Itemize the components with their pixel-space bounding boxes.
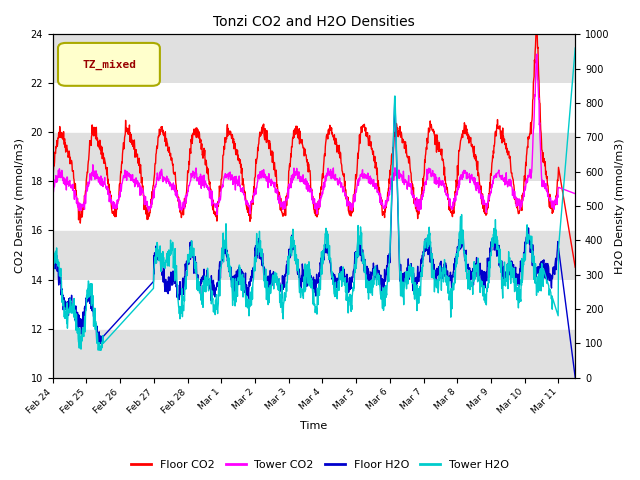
Bar (52, 132, 575, 181)
Legend: Floor CO2, Tower CO2, Floor H2O, Tower H2O: Floor CO2, Tower CO2, Floor H2O, Tower H… (126, 456, 514, 474)
Text: TZ_mixed: TZ_mixed (82, 60, 136, 70)
Bar (52, 35, 575, 84)
FancyBboxPatch shape (58, 43, 160, 86)
Y-axis label: H2O Density (mmol/m3): H2O Density (mmol/m3) (615, 138, 625, 274)
Y-axis label: CO2 Density (mmol/m3): CO2 Density (mmol/m3) (15, 138, 25, 274)
Title: Tonzi CO2 and H2O Densities: Tonzi CO2 and H2O Densities (213, 15, 415, 29)
Bar (52, 230, 575, 279)
X-axis label: Time: Time (300, 421, 328, 432)
Bar (52, 328, 575, 378)
